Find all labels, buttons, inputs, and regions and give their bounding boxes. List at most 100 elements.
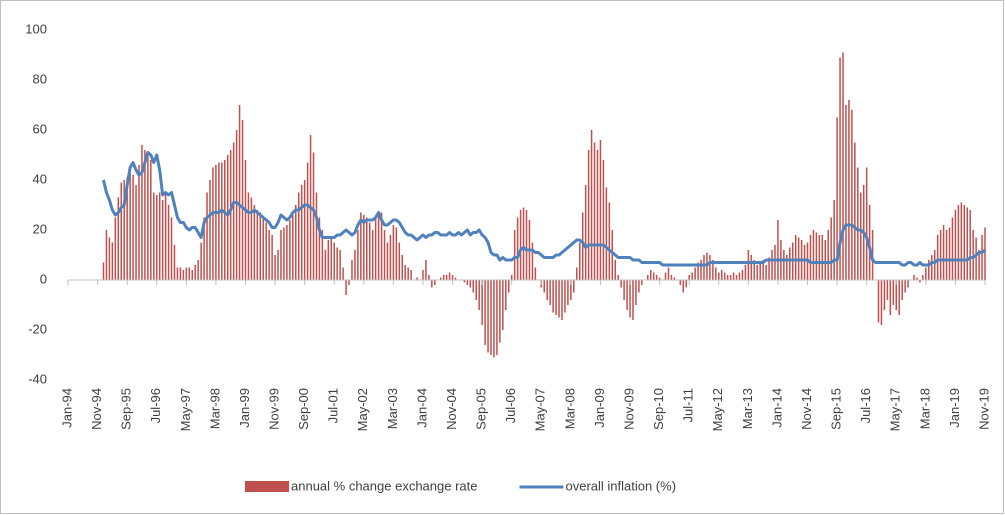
bar	[144, 150, 146, 280]
bar	[803, 245, 806, 280]
bar	[652, 272, 655, 280]
bar	[508, 280, 510, 293]
bar	[972, 230, 974, 280]
bar	[442, 275, 445, 280]
bar	[854, 142, 856, 280]
bar	[138, 165, 140, 280]
bar	[682, 280, 685, 293]
bar	[670, 275, 673, 280]
bar	[756, 265, 758, 280]
bar	[434, 280, 436, 285]
bar	[942, 225, 945, 280]
bar	[463, 280, 466, 283]
bar	[336, 247, 338, 280]
line	[102, 151, 986, 267]
bar	[774, 245, 776, 280]
bar	[487, 280, 489, 353]
bar	[253, 205, 256, 280]
x-tick-label: Sep-15	[829, 388, 844, 430]
bar	[848, 100, 850, 280]
bar	[206, 192, 208, 280]
bar	[786, 255, 788, 280]
bar	[209, 180, 211, 280]
y-tick-label: 0	[40, 271, 47, 286]
bar	[732, 272, 735, 280]
bar	[469, 280, 472, 288]
bar	[215, 165, 217, 280]
x-tick-label: Nov-04	[444, 388, 459, 430]
bar	[857, 167, 859, 280]
bar	[969, 210, 971, 280]
x-tick-label: Jul-01	[326, 388, 341, 423]
bar	[185, 267, 188, 280]
bar	[664, 272, 667, 280]
bar	[466, 280, 469, 285]
x-tick-label: Mar-98	[207, 388, 222, 429]
bar	[602, 160, 605, 280]
x-tick-label: Nov-99	[267, 388, 282, 430]
bar	[321, 230, 324, 280]
bar	[889, 280, 892, 315]
bar	[117, 197, 120, 280]
bar	[490, 280, 492, 355]
x-tick-label: Jul-16	[858, 388, 873, 423]
bar	[155, 195, 158, 280]
bar	[173, 245, 176, 280]
bar	[158, 192, 161, 280]
bar	[377, 215, 380, 280]
bar	[667, 267, 670, 280]
bar	[833, 200, 835, 280]
bar	[919, 280, 921, 283]
x-tick-label: Nov-14	[799, 388, 814, 430]
bar	[229, 150, 232, 280]
bar	[658, 277, 661, 280]
x-tick-label: Jan-14	[769, 388, 784, 428]
bar	[694, 267, 696, 280]
y-tick-label: 80	[33, 71, 47, 86]
bar	[567, 280, 569, 305]
bar	[238, 105, 241, 280]
x-tick-label: Jan-94	[59, 388, 74, 428]
bar	[522, 207, 525, 280]
bar	[194, 265, 196, 280]
bar	[738, 272, 741, 280]
bar	[525, 210, 528, 280]
bar	[691, 272, 693, 280]
bar	[984, 227, 986, 280]
bar	[534, 267, 537, 280]
bar	[726, 275, 729, 280]
bar	[753, 260, 756, 280]
x-tick-label: May-02	[355, 388, 370, 431]
bar	[493, 280, 495, 358]
bar	[720, 270, 723, 280]
bar	[250, 197, 253, 280]
x-tick-label: May-17	[888, 388, 903, 431]
bar	[877, 280, 880, 323]
bar	[306, 162, 309, 280]
x-tick-label: Sep-10	[651, 388, 666, 430]
bar	[182, 270, 185, 280]
bar	[348, 280, 350, 285]
bar	[558, 280, 560, 318]
x-tick-label: Jan-99	[237, 388, 252, 428]
x-tick-label: Mar-03	[385, 388, 400, 429]
bar	[351, 260, 353, 280]
bar	[939, 230, 942, 280]
bar	[407, 267, 409, 280]
x-tick-label: May-07	[533, 388, 548, 431]
bar	[274, 255, 276, 280]
bar	[324, 250, 327, 280]
bar	[570, 280, 572, 300]
x-tick-label: Jul-11	[681, 388, 696, 422]
bar	[729, 275, 732, 280]
bar	[978, 250, 980, 280]
bar	[771, 250, 773, 280]
bar	[404, 265, 406, 280]
bar	[510, 275, 513, 280]
bar	[679, 280, 682, 285]
bar	[431, 280, 433, 288]
bar	[179, 267, 182, 280]
bar	[960, 202, 963, 280]
bar	[744, 265, 747, 280]
